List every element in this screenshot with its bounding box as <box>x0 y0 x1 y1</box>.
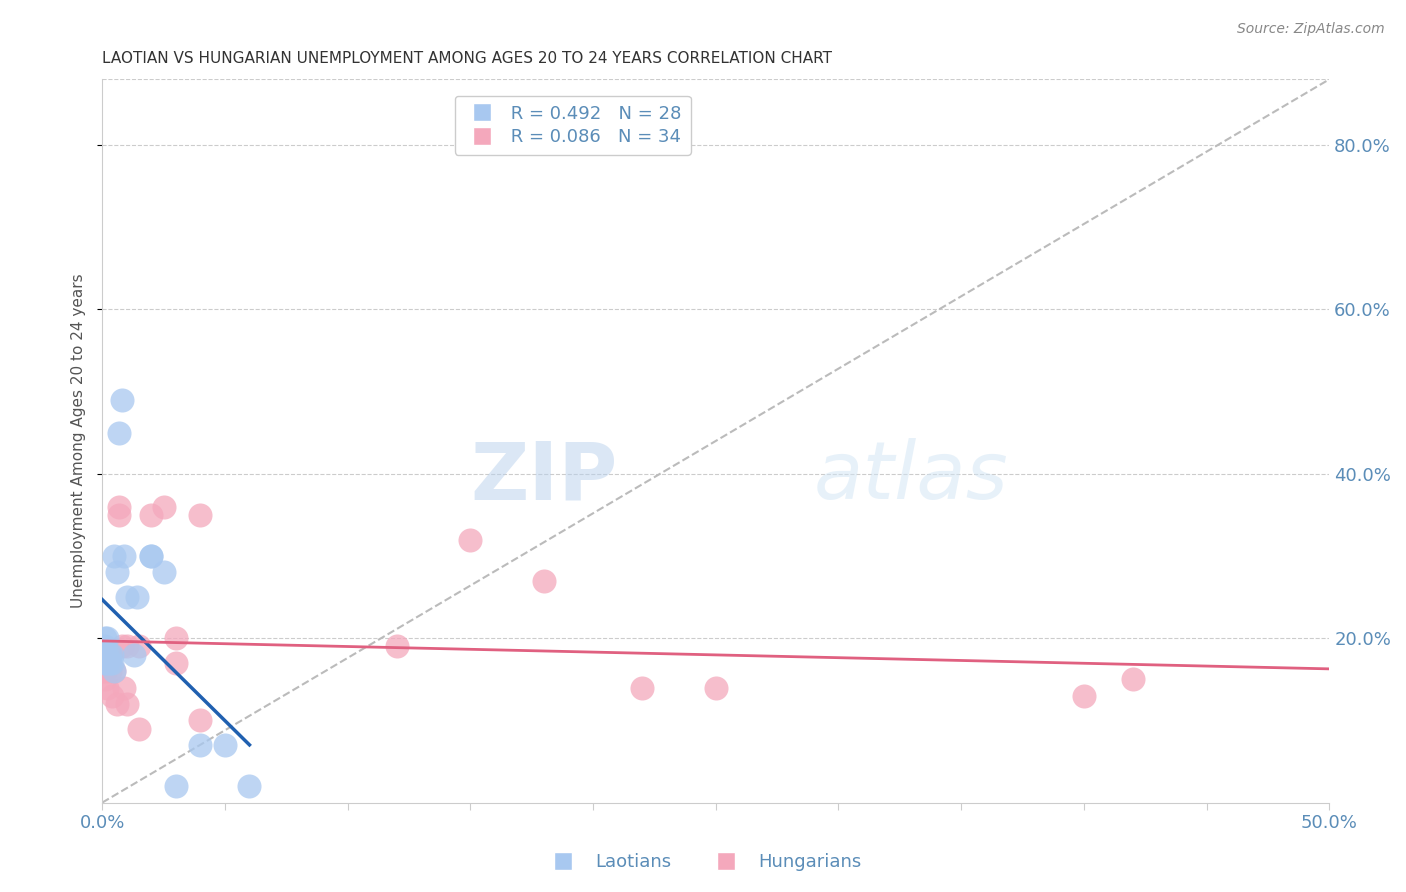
Point <box>165 631 187 645</box>
Point <box>103 549 125 563</box>
Legend: Laotians, Hungarians: Laotians, Hungarians <box>537 847 869 879</box>
Point <box>122 648 145 662</box>
Point <box>214 738 236 752</box>
Point <box>96 656 118 670</box>
Point <box>93 673 115 687</box>
Point <box>1073 689 1095 703</box>
Point <box>91 664 114 678</box>
Point <box>108 425 131 440</box>
Text: ZIP: ZIP <box>471 438 617 516</box>
Text: LAOTIAN VS HUNGARIAN UNEMPLOYMENT AMONG AGES 20 TO 24 YEARS CORRELATION CHART: LAOTIAN VS HUNGARIAN UNEMPLOYMENT AMONG … <box>103 51 832 66</box>
Point <box>93 656 115 670</box>
Point <box>704 681 727 695</box>
Point <box>96 631 118 645</box>
Point <box>190 508 212 522</box>
Point <box>96 681 118 695</box>
Point <box>105 697 128 711</box>
Point <box>105 566 128 580</box>
Point <box>111 392 134 407</box>
Y-axis label: Unemployment Among Ages 20 to 24 years: Unemployment Among Ages 20 to 24 years <box>72 274 86 608</box>
Point <box>93 656 115 670</box>
Point <box>128 640 150 654</box>
Point <box>631 681 654 695</box>
Point <box>112 549 135 563</box>
Point <box>141 549 163 563</box>
Point <box>190 738 212 752</box>
Point <box>103 664 125 678</box>
Point <box>101 689 124 703</box>
Point <box>115 590 138 604</box>
Point <box>96 656 118 670</box>
Point <box>460 533 482 547</box>
Point <box>98 648 121 662</box>
Point <box>93 664 115 678</box>
Point <box>96 648 118 662</box>
Point <box>93 640 115 654</box>
Point <box>125 590 148 604</box>
Point <box>141 549 163 563</box>
Point <box>101 656 124 670</box>
Point <box>112 681 135 695</box>
Point <box>93 631 115 645</box>
Point <box>152 500 174 514</box>
Point <box>91 648 114 662</box>
Point <box>91 656 114 670</box>
Text: atlas: atlas <box>814 438 1008 516</box>
Point <box>385 640 408 654</box>
Point <box>108 508 131 522</box>
Text: Source: ZipAtlas.com: Source: ZipAtlas.com <box>1237 22 1385 37</box>
Point <box>238 779 260 793</box>
Point <box>91 648 114 662</box>
Point <box>98 656 121 670</box>
Point <box>141 508 163 522</box>
Point <box>128 722 150 736</box>
Point <box>152 566 174 580</box>
Point <box>91 640 114 654</box>
Legend:  R = 0.492   N = 28,  R = 0.086   N = 34: R = 0.492 N = 28, R = 0.086 N = 34 <box>454 95 690 155</box>
Point <box>1122 673 1144 687</box>
Point <box>98 648 121 662</box>
Point <box>165 656 187 670</box>
Point <box>165 779 187 793</box>
Point <box>115 640 138 654</box>
Point <box>115 697 138 711</box>
Point <box>108 500 131 514</box>
Point <box>101 648 124 662</box>
Point <box>190 714 212 728</box>
Point <box>103 664 125 678</box>
Point <box>533 574 555 588</box>
Point <box>111 640 134 654</box>
Point <box>98 664 121 678</box>
